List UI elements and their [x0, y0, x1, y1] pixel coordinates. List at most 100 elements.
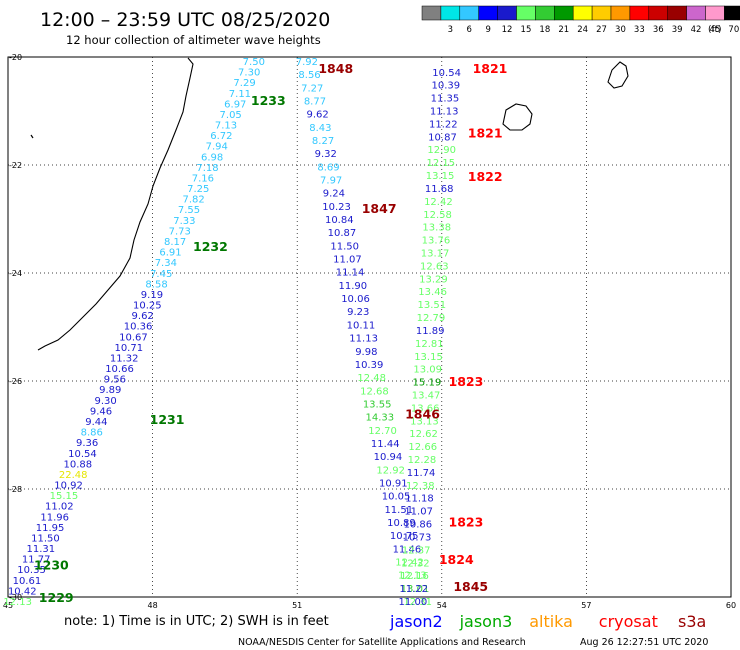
wave-height-label: 11.32	[110, 353, 139, 364]
credit-text: NOAA/NESDIS Center for Satellite Applica…	[238, 637, 526, 648]
wave-height-label: 7.34	[155, 258, 177, 269]
wave-height-label: 6.98	[201, 152, 223, 163]
colorbar-swatch	[421, 5, 442, 21]
wave-height-label: 13.09	[413, 365, 442, 376]
wave-height-label: 9.36	[76, 438, 98, 449]
colorbar-swatch	[686, 5, 706, 21]
colorbar-tick-label: 45	[710, 25, 721, 35]
wave-height-label: 13.15	[426, 171, 455, 182]
wave-height-label: 12.28	[408, 455, 437, 466]
colorbar-tick-label: 3	[448, 25, 453, 35]
colorbar-tick-label: 39	[672, 25, 683, 35]
wave-height-label: 8.69	[317, 162, 339, 173]
latitude-tick-label: -30	[9, 593, 22, 602]
longitude-tick-label: 54	[437, 601, 447, 610]
wave-height-label: 12.42	[395, 557, 424, 568]
wave-height-label: 12.31	[403, 597, 432, 608]
pass-time-label: 1823	[449, 514, 484, 529]
pass-time-label: 1845	[453, 579, 488, 594]
wave-height-label: 10.39	[431, 81, 460, 92]
wave-height-label: 10.61	[13, 576, 42, 587]
wave-height-label: 12.68	[360, 386, 389, 397]
wave-height-label: 10.11	[347, 320, 376, 331]
wave-height-label: 8.58	[145, 279, 167, 290]
page-subtitle: 12 hour collection of altimeter wave hei…	[66, 33, 321, 47]
longitude-tick-label: 57	[581, 601, 591, 610]
satellite-legend: jason2 jason3 altika cryosat s3a	[389, 612, 706, 631]
wave-height-label: 12.66	[408, 442, 437, 453]
wave-height-label: 8.77	[304, 97, 326, 108]
wave-height-label: 12.16	[400, 571, 429, 582]
longitude-tick-label: 60	[726, 601, 736, 610]
wave-height-label: 10.94	[374, 452, 403, 463]
colorbar-swatch	[440, 5, 461, 21]
islet-marker	[30, 134, 34, 139]
colorbar-tick-label: 30	[615, 25, 626, 35]
legend-jason3: jason3	[459, 612, 513, 631]
wave-height-label: 9.44	[85, 417, 107, 428]
colorbar-swatch	[478, 5, 498, 21]
wave-height-label: 7.27	[301, 83, 323, 94]
reunion-island	[502, 103, 533, 131]
wave-height-label: 9.56	[104, 375, 126, 386]
wave-height-label: 7.25	[187, 184, 209, 195]
wave-height-label: 13.47	[412, 390, 441, 401]
wave-height-label: 10.87	[428, 132, 457, 143]
wave-height-label: 10.92	[54, 481, 83, 492]
wave-height-label: 10.87	[328, 228, 357, 239]
pass-time-label: 1229	[39, 590, 74, 605]
wave-height-label: 12.79	[417, 313, 446, 324]
map-frame	[7, 56, 732, 598]
legend-jason2: jason2	[389, 612, 443, 631]
wave-height-label: 12.48	[357, 373, 386, 384]
legend-cryosat: cryosat	[599, 612, 658, 631]
wave-height-label: 10.35	[17, 565, 46, 576]
latitude-tick-label: -28	[9, 485, 22, 494]
colorbar-tick-label: 15	[521, 25, 532, 35]
wave-height-label: 22.48	[59, 470, 88, 481]
colorbar-tick-label: 6	[467, 25, 472, 35]
wave-height-label: 12.90	[427, 145, 456, 156]
wave-height-label: 8.17	[164, 237, 186, 248]
wave-height-label: 10.88	[64, 459, 93, 470]
colorbar-tick-label: 36	[653, 25, 664, 35]
wave-height-label: 7.16	[192, 173, 214, 184]
wave-height-label: 9.89	[99, 385, 121, 396]
pass-time-label: 1233	[251, 93, 286, 108]
legend-s3a: s3a	[678, 612, 706, 631]
colorbar-swatch	[497, 5, 517, 21]
wave-height-label: 11.07	[404, 507, 433, 518]
wave-height-label: 11.68	[425, 184, 454, 195]
wave-height-label: 11.90	[338, 281, 367, 292]
page-title: 12:00 – 23:59 UTC 08/25/2020	[40, 9, 330, 31]
wave-height-label: 6.72	[210, 131, 232, 142]
wave-height-label: 10.36	[124, 322, 153, 333]
wave-height-label: 11.13	[349, 334, 378, 345]
wave-height-label: 12.92	[376, 465, 405, 476]
colorbar-tick-label: 9	[485, 25, 490, 35]
wave-height-label: 11.18	[405, 494, 434, 505]
wave-height-label: 13.29	[419, 274, 448, 285]
wave-height-label: 9.98	[355, 347, 377, 358]
pass-time-label: 1230	[34, 558, 69, 573]
wave-height-label: 7.30	[238, 68, 260, 79]
wave-height-label: 10.54	[432, 68, 461, 79]
wave-height-label: 11.07	[333, 255, 362, 266]
colorbar-tick-label: 18	[539, 25, 550, 35]
wave-height-label: 13.38	[422, 223, 451, 234]
wave-height-label: 10.06	[341, 294, 370, 305]
latitude-tick-label: -20	[9, 53, 22, 62]
wave-height-label: 7.11	[229, 89, 251, 100]
wave-height-label: 13.01	[401, 584, 430, 595]
wave-height-label: 12.15	[427, 158, 456, 169]
wave-height-label: 9.19	[141, 290, 163, 301]
wave-height-label: 7.45	[150, 269, 172, 280]
wave-height-label: 12.42	[424, 197, 453, 208]
wave-height-label: 13.13	[410, 416, 439, 427]
wave-height-label: 8.43	[309, 123, 331, 134]
wave-height-label: 7.73	[169, 226, 191, 237]
pass-time-label: 1232	[193, 239, 228, 254]
wave-height-label: 10.91	[379, 478, 408, 489]
